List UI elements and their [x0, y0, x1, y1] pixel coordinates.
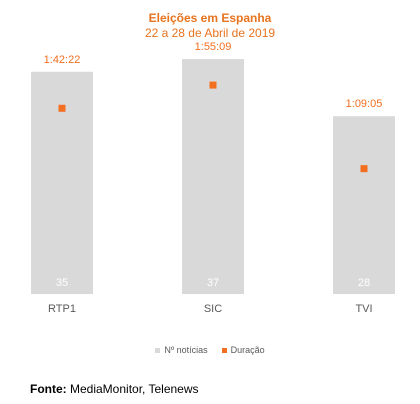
source-note: Fonte: MediaMonitor, Telenews [30, 382, 199, 396]
category-label-tvi: TVI [355, 303, 372, 315]
category-label-rtp1: RTP1 [48, 303, 76, 315]
duration-marker-rtp1 [58, 104, 66, 112]
bar-value-label-rtp1: 35 [56, 277, 68, 289]
legend-swatch-bars [155, 347, 161, 353]
chart-title: Eleições em Espanha [148, 11, 272, 25]
bar-sic [182, 59, 244, 294]
duration-label-rtp1: 1:42:22 [44, 54, 81, 66]
legend-label-duration: Duração [230, 345, 265, 355]
duration-label-sic: 1:55:09 [195, 41, 232, 53]
source-text: MediaMonitor, Telenews [70, 382, 199, 396]
bar-value-label-tvi: 28 [358, 277, 370, 289]
source-label: Fonte: [30, 382, 67, 396]
bar-tvi [333, 116, 395, 294]
chart-legend: Nº notícias Duração [0, 345, 420, 355]
category-label-sic: SIC [204, 303, 222, 315]
bar-value-label-sic: 37 [207, 277, 219, 289]
legend-swatch-duration [221, 347, 227, 353]
legend-item-bars: Nº notícias [155, 345, 208, 355]
duration-marker-sic [209, 81, 217, 89]
legend-label-bars: Nº notícias [164, 345, 208, 355]
duration-label-tvi: 1:09:05 [346, 98, 383, 110]
duration-marker-tvi [360, 165, 368, 173]
legend-item-duration: Duração [221, 345, 265, 355]
chart-subtitle: 22 a 28 de Abril de 2019 [144, 26, 276, 40]
